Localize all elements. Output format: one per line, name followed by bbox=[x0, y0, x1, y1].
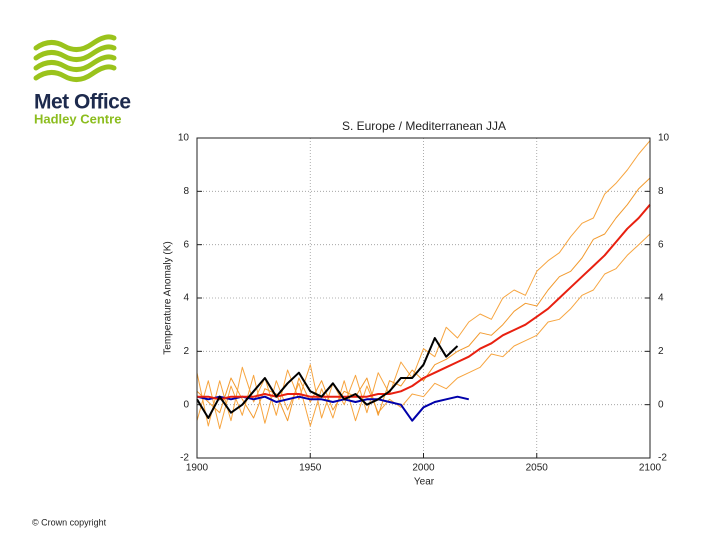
y2-tick-label: 6 bbox=[658, 239, 664, 250]
y2-tick-label: 0 bbox=[658, 399, 664, 410]
y-tick-label: 10 bbox=[178, 133, 190, 144]
logo-graphic bbox=[33, 34, 117, 82]
series-line bbox=[196, 337, 459, 419]
y2-tick-label: 8 bbox=[658, 186, 664, 197]
x-tick-label: 2100 bbox=[639, 463, 662, 474]
y2-tick-label: 10 bbox=[658, 133, 670, 144]
y2-tick-label: 2 bbox=[658, 346, 664, 357]
y2-tick-label: -2 bbox=[658, 453, 667, 464]
y-tick-label: -2 bbox=[180, 453, 189, 464]
series-line bbox=[197, 204, 651, 401]
logo-subtitle: Hadley Centre bbox=[34, 111, 121, 126]
y-tick-label: 0 bbox=[183, 399, 189, 410]
x-tick-label: 1950 bbox=[299, 463, 322, 474]
plot-frame bbox=[196, 137, 651, 459]
x-axis-title: Year bbox=[414, 477, 435, 488]
footer: © Crown copyright bbox=[32, 517, 107, 527]
x-tick-label: 2000 bbox=[412, 463, 435, 474]
y-tick-label: 6 bbox=[183, 239, 189, 250]
y-tick-label: 8 bbox=[183, 186, 189, 197]
y-tick-label: 2 bbox=[183, 346, 189, 357]
y-tick-label: 4 bbox=[183, 293, 189, 304]
x-tick-label: 2050 bbox=[526, 463, 549, 474]
y2-tick-label: 4 bbox=[658, 293, 664, 304]
series-line bbox=[196, 140, 651, 427]
y-axis-title: Temperature Anomaly (K) bbox=[163, 241, 174, 354]
logo-name: Met Office bbox=[34, 91, 131, 114]
chart-title: S. Europe / Mediterranean JJA bbox=[342, 119, 506, 133]
x-tick-label: 1900 bbox=[186, 463, 209, 474]
